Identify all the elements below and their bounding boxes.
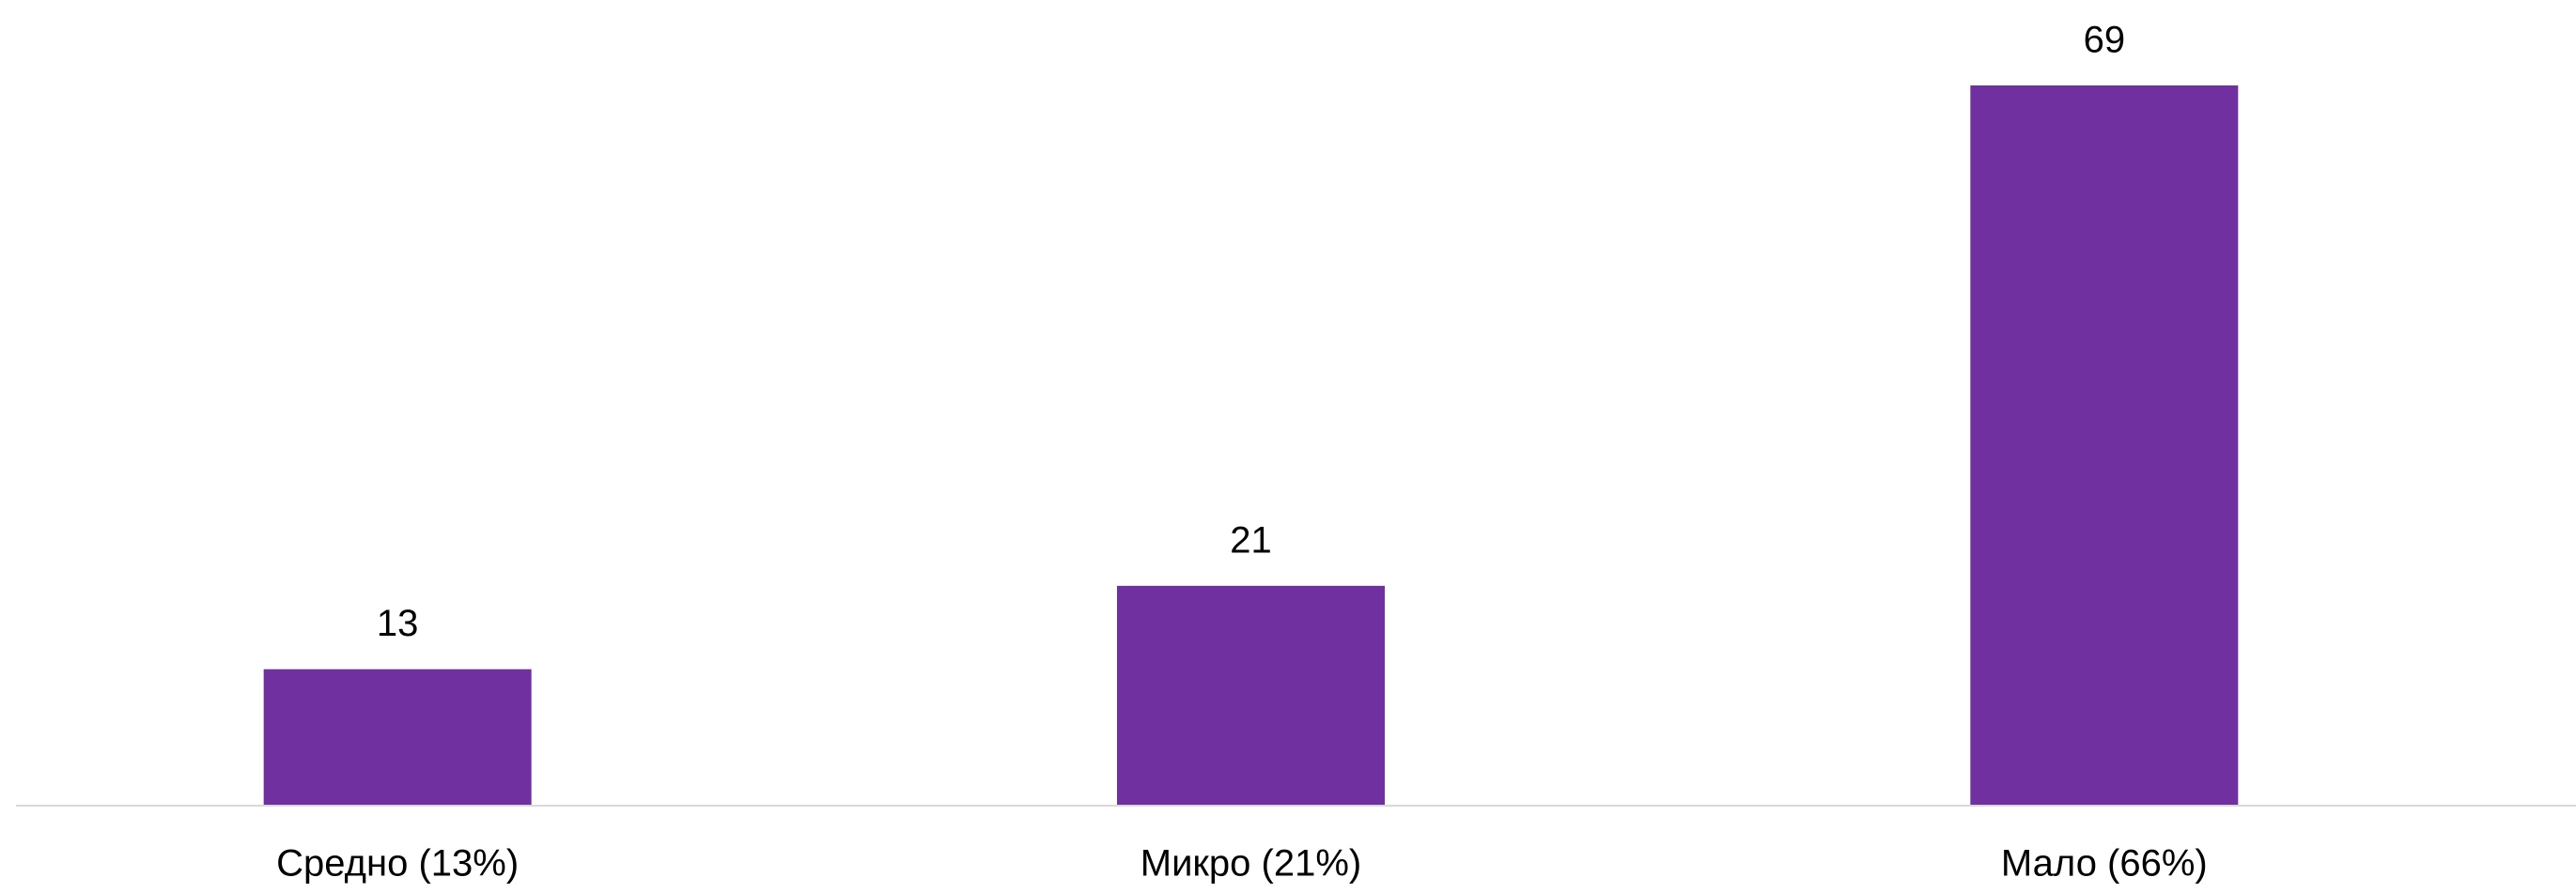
bar	[1970, 85, 2239, 805]
x-tick-label: Мало (66%)	[2001, 843, 2208, 885]
value-label: 21	[1230, 519, 1272, 561]
bar	[263, 669, 532, 805]
x-tick-label: Микро (21%)	[1141, 843, 1361, 885]
x-tick-label: Средно (13%)	[276, 843, 519, 885]
bar	[1117, 585, 1385, 805]
value-label: 69	[2084, 20, 2126, 61]
value-label: 13	[377, 603, 419, 644]
